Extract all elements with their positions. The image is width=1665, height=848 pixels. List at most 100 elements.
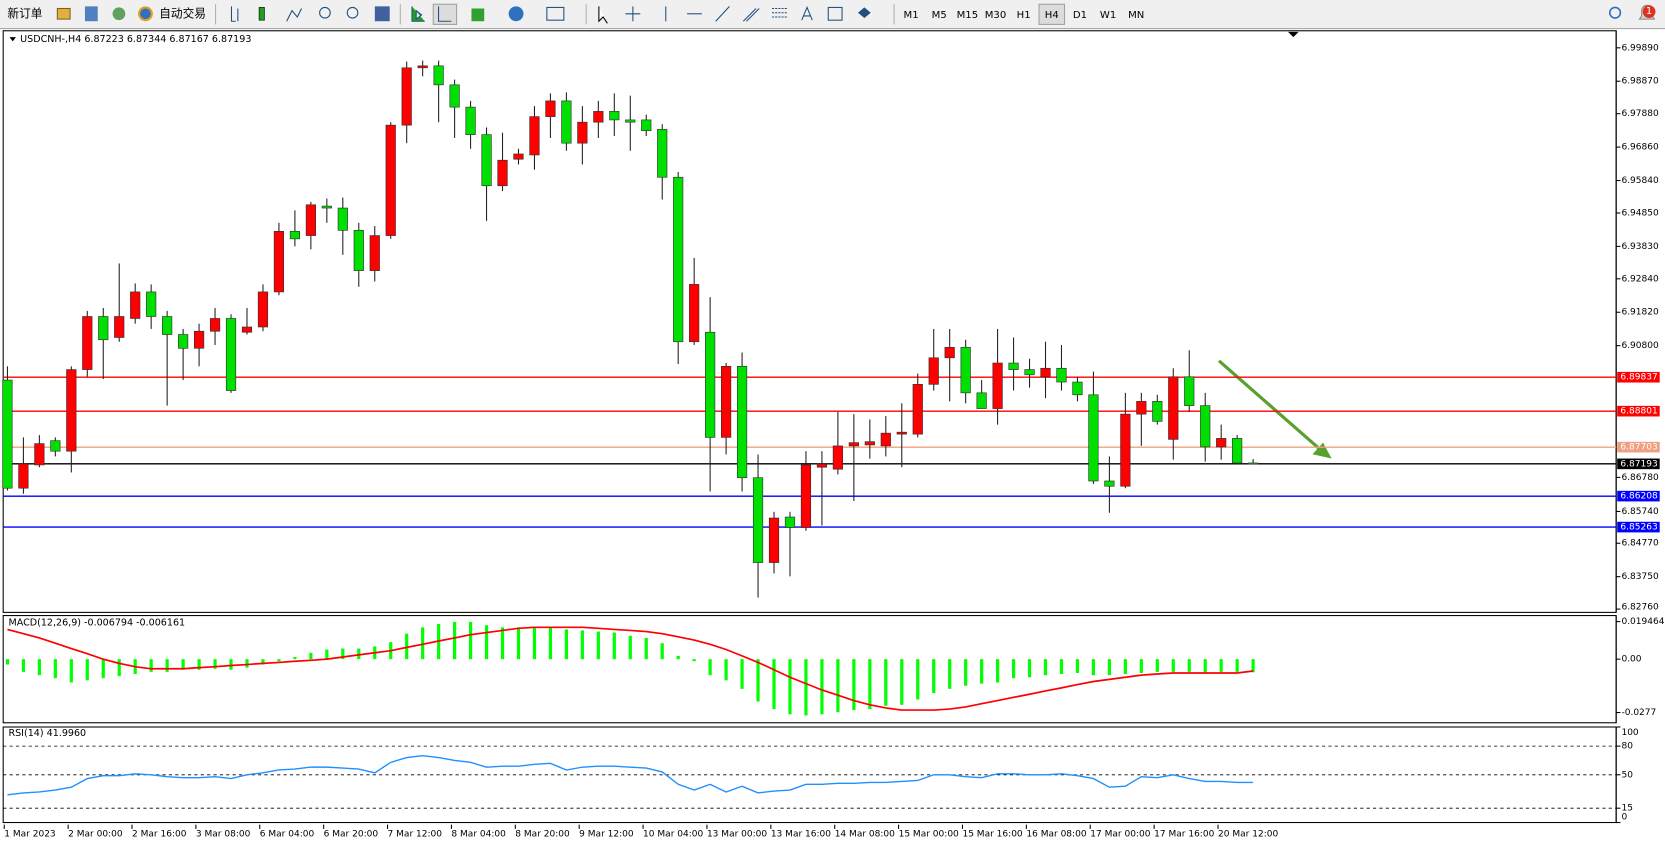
candle-body <box>1200 405 1211 448</box>
notification-badge <box>1642 5 1656 19</box>
rsi-header: RSI(14) 41.9960 <box>8 728 86 739</box>
macd-bar <box>660 643 664 660</box>
macd-bar <box>900 659 904 705</box>
price-level-tag <box>1617 521 1660 533</box>
notification-count: 1 <box>1646 6 1652 17</box>
candle-body <box>896 431 907 435</box>
icon-autoscroll[interactable] <box>411 6 425 22</box>
timeframe-button[interactable]: M1 <box>904 10 919 21</box>
macd-bar <box>325 649 329 660</box>
y-tick-label: 6.95840 <box>1621 176 1659 186</box>
x-tick-label: 17 Mar 16:00 <box>1154 830 1214 840</box>
candle-body <box>241 326 253 333</box>
candle-body <box>752 477 764 563</box>
macd-bar <box>1107 659 1111 676</box>
new-order-label: 新订单 <box>7 6 42 20</box>
icon-indicators[interactable] <box>471 8 485 22</box>
timeframe-button[interactable]: H1 <box>1017 10 1031 21</box>
price-level-label: 6.86208 <box>1620 492 1658 502</box>
trend-arrow-head <box>1312 442 1332 459</box>
candle-body <box>784 516 796 528</box>
icon-tile[interactable] <box>374 6 390 22</box>
icon-periods[interactable] <box>508 6 524 22</box>
timeframe-button[interactable]: MN <box>1128 10 1144 21</box>
macd-bar <box>149 659 153 672</box>
timeframe-button[interactable]: W1 <box>1100 10 1116 21</box>
candle-body <box>146 291 157 317</box>
icon-zoom-out[interactable] <box>346 6 359 19</box>
trend-arrow <box>1217 359 1324 453</box>
y-tick-label: 6.86780 <box>1621 473 1659 483</box>
timeframe-button[interactable]: M5 <box>932 10 947 21</box>
candle-body <box>976 392 987 409</box>
candle-body <box>545 100 556 117</box>
candle-body <box>209 318 221 332</box>
y-tick-label: 6.97880 <box>1621 109 1659 119</box>
timeframe-button[interactable]: D1 <box>1073 10 1087 21</box>
candle-body <box>561 100 572 144</box>
candle-body <box>417 65 428 69</box>
candle-body <box>162 316 173 335</box>
icon-auto-trading[interactable] <box>138 6 153 22</box>
icon-label[interactable] <box>827 6 843 21</box>
macd-bar <box>309 652 313 660</box>
candle-body <box>225 318 237 391</box>
x-tick-label: 3 Mar 08:00 <box>196 830 251 840</box>
icon-crosshair[interactable] <box>625 6 641 22</box>
macd-bar <box>1171 659 1175 672</box>
candle-body <box>800 464 812 528</box>
search-button[interactable] <box>1608 6 1622 19</box>
candle-body <box>641 119 652 132</box>
macd-bar <box>916 659 920 700</box>
macd-bar <box>5 659 10 665</box>
icon-arrows[interactable] <box>857 7 871 19</box>
icon-navigator[interactable] <box>112 7 126 21</box>
icon-zoom-in[interactable] <box>319 6 331 19</box>
timeframe-button[interactable]: M30 <box>985 10 1007 21</box>
price-level-label: 6.87703 <box>1620 443 1658 453</box>
icon-text[interactable] <box>801 6 813 21</box>
icon-data-window[interactable] <box>84 6 98 22</box>
candle-body <box>1120 413 1131 487</box>
toolbar: 新订单 自动交易 M1 M5 M15 M30 H1 H4 D1 W1 MN <box>0 0 1665 30</box>
timeframe-button[interactable]: H4 <box>1045 10 1059 21</box>
candle-body <box>66 369 77 452</box>
macd-bar <box>980 659 984 684</box>
icon-cursor[interactable] <box>598 6 608 24</box>
timeframe-button[interactable]: M15 <box>957 10 979 21</box>
macd-bar <box>1059 659 1064 674</box>
icon-templates[interactable] <box>546 6 565 21</box>
new-order-button[interactable] <box>2 3 51 25</box>
icon-market-watch[interactable] <box>56 7 71 20</box>
macd-bar <box>293 657 297 660</box>
candle-body <box>992 362 1003 409</box>
icon-fibo[interactable] <box>771 7 787 18</box>
candle-body <box>1056 367 1067 383</box>
candle-body <box>178 334 189 349</box>
candle-body <box>577 121 588 144</box>
auto-trading-label: 自动交易 <box>159 6 206 20</box>
timeframe-active <box>1038 3 1066 25</box>
price-level-tag <box>1617 441 1660 453</box>
x-tick-label: 20 Mar 12:00 <box>1218 830 1278 840</box>
icon-bar-chart[interactable] <box>230 6 239 22</box>
macd-bar <box>261 659 265 665</box>
candle-body <box>721 365 732 438</box>
candle-body <box>2 379 13 489</box>
timeframe-bar: M1 M5 M15 M30 H1 H4 D1 W1 MN <box>904 3 1144 25</box>
macd-bar <box>932 659 936 694</box>
icon-line-chart[interactable] <box>286 8 303 22</box>
icon-channel[interactable] <box>742 8 760 22</box>
candle-body <box>50 440 61 452</box>
icon-trendline[interactable] <box>715 6 730 22</box>
x-tick-label: 13 Mar 00:00 <box>707 830 767 840</box>
icon-candles[interactable] <box>258 7 265 21</box>
y-tick-label: 6.82760 <box>1621 603 1659 613</box>
macd-bar <box>181 659 185 670</box>
macd-bar <box>1155 659 1159 672</box>
x-tick-label: 15 Mar 16:00 <box>962 830 1022 840</box>
y-tick-label: 6.98870 <box>1621 77 1659 87</box>
macd-bar <box>1027 659 1032 678</box>
x-tick-label: 2 Mar 00:00 <box>68 830 123 840</box>
